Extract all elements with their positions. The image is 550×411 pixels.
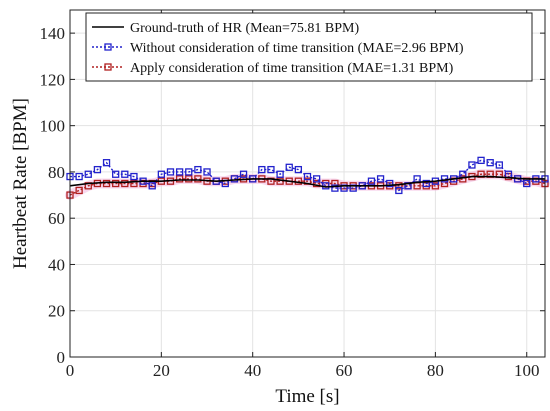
legend-label: Ground-truth of HR (Mean=75.81 BPM) xyxy=(130,21,359,36)
data-point xyxy=(386,179,394,188)
data-point xyxy=(185,168,193,176)
legend-box xyxy=(85,12,533,82)
plot-area xyxy=(65,156,550,201)
data-point xyxy=(185,175,193,183)
data-point xyxy=(112,179,120,188)
data-point xyxy=(130,179,138,188)
plot-frame xyxy=(69,9,546,358)
data-point xyxy=(422,179,430,188)
tick-labels: 0 20 40 60 80 100 0 20 40 60 80 100 120 140 xyxy=(40,24,540,380)
data-point xyxy=(194,165,202,174)
data-point xyxy=(523,179,531,188)
legend-label: Apply consideration of time transition (… xyxy=(130,61,454,76)
data-point xyxy=(468,161,476,169)
data-point xyxy=(258,165,266,174)
data-point xyxy=(175,175,184,183)
legend-marker xyxy=(104,63,112,71)
data-point xyxy=(239,170,248,178)
data-point xyxy=(166,168,175,176)
data-point xyxy=(194,175,202,183)
data-point xyxy=(112,170,120,178)
legend-entry: Ground-truth of HR (Mean=75.81 BPM) xyxy=(92,21,359,36)
y-tick-label: 60 xyxy=(48,209,65,228)
data-point xyxy=(130,172,138,181)
data-point xyxy=(84,170,92,178)
y-tick-label: 100 xyxy=(40,117,66,136)
data-point xyxy=(102,179,111,188)
legend-entry: Apply consideration of time transition (… xyxy=(92,61,454,76)
legend-label: Without consideration of time transition… xyxy=(130,41,464,56)
data-point xyxy=(121,179,129,188)
data-point xyxy=(294,165,303,174)
data-point xyxy=(312,175,321,183)
x-tick-label: 0 xyxy=(66,361,75,380)
legend: Ground-truth of HR (Mean=75.81 BPM) With… xyxy=(85,12,533,82)
data-point xyxy=(75,186,83,195)
x-tick-label: 100 xyxy=(514,361,540,380)
data-point xyxy=(75,172,83,181)
data-point xyxy=(431,182,440,190)
y-tick-label: 120 xyxy=(40,70,66,89)
data-point xyxy=(285,163,293,171)
legend-entry: Without consideration of time transition… xyxy=(92,41,464,56)
legend-marker xyxy=(104,43,112,51)
data-point xyxy=(367,177,376,185)
data-point xyxy=(312,179,321,188)
data-point xyxy=(376,175,385,183)
y-tick-label: 20 xyxy=(48,302,65,321)
y-axis-label: Heartbeat Rate [BPM] xyxy=(10,98,31,269)
data-point xyxy=(331,184,339,192)
data-point xyxy=(477,156,485,165)
data-point xyxy=(148,182,156,190)
x-tick-label: 40 xyxy=(244,361,261,380)
data-point xyxy=(102,159,111,167)
data-point xyxy=(267,165,275,174)
x-tick-label: 20 xyxy=(153,361,170,380)
data-point xyxy=(93,165,102,174)
data-point xyxy=(121,170,129,178)
data-point xyxy=(495,161,503,169)
y-tick-label: 140 xyxy=(40,24,66,43)
data-point xyxy=(203,168,211,176)
y-tick-label: 0 xyxy=(57,348,66,367)
data-point xyxy=(157,170,165,178)
data-point xyxy=(303,172,312,181)
y-tick-label: 80 xyxy=(48,163,65,182)
y-tick-label: 40 xyxy=(48,255,65,274)
data-point xyxy=(395,186,403,195)
series-line xyxy=(69,175,545,188)
x-tick-label: 60 xyxy=(336,361,353,380)
series-line xyxy=(70,159,545,192)
data-point xyxy=(230,175,239,183)
x-tick-label: 80 xyxy=(427,361,444,380)
data-point xyxy=(486,159,494,167)
data-point xyxy=(276,170,284,178)
data-point xyxy=(395,182,403,190)
x-axis-label: Time [s] xyxy=(275,386,339,407)
data-point xyxy=(175,168,184,176)
axes xyxy=(69,9,546,358)
